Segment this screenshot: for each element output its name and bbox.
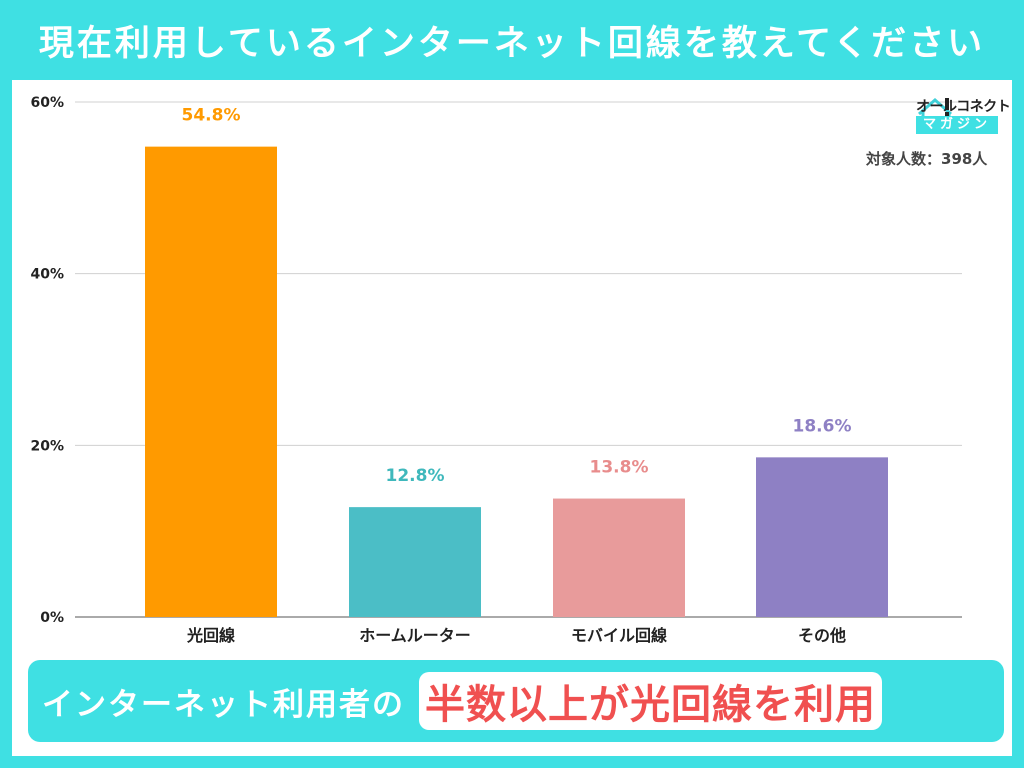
respondent-count: 対象人数：398人 xyxy=(866,150,988,168)
summary-banner: インターネット利用者の 半数以上が光回線を利用 xyxy=(28,660,1004,742)
y-tick-label: 60% xyxy=(30,95,64,111)
x-tick-label: モバイル回線 xyxy=(571,626,667,645)
data-label: 13.8% xyxy=(590,458,649,478)
y-tick-label: 0% xyxy=(40,610,64,626)
banner-prefix: インターネット利用者の xyxy=(42,686,405,723)
logo-name: オールコネクト xyxy=(916,99,1011,115)
bar xyxy=(349,507,481,617)
banner-highlight: 半数以上が光回線を利用 xyxy=(419,672,882,730)
y-tick-label: 20% xyxy=(30,438,64,454)
y-tick-label: 40% xyxy=(30,267,64,283)
logo-sub: マガジン xyxy=(916,116,998,134)
x-tick-label: その他 xyxy=(798,626,846,645)
chart-title: 現在利用しているインターネット回線を教えてください xyxy=(38,23,986,64)
data-label: 12.8% xyxy=(386,466,445,486)
data-label: 54.8% xyxy=(182,106,241,126)
data-label: 18.6% xyxy=(793,416,852,436)
x-tick-label: 光回線 xyxy=(186,626,235,645)
bar xyxy=(553,498,685,617)
bar xyxy=(145,146,277,617)
bar xyxy=(756,457,888,617)
x-tick-label: ホームルーター xyxy=(359,626,471,645)
